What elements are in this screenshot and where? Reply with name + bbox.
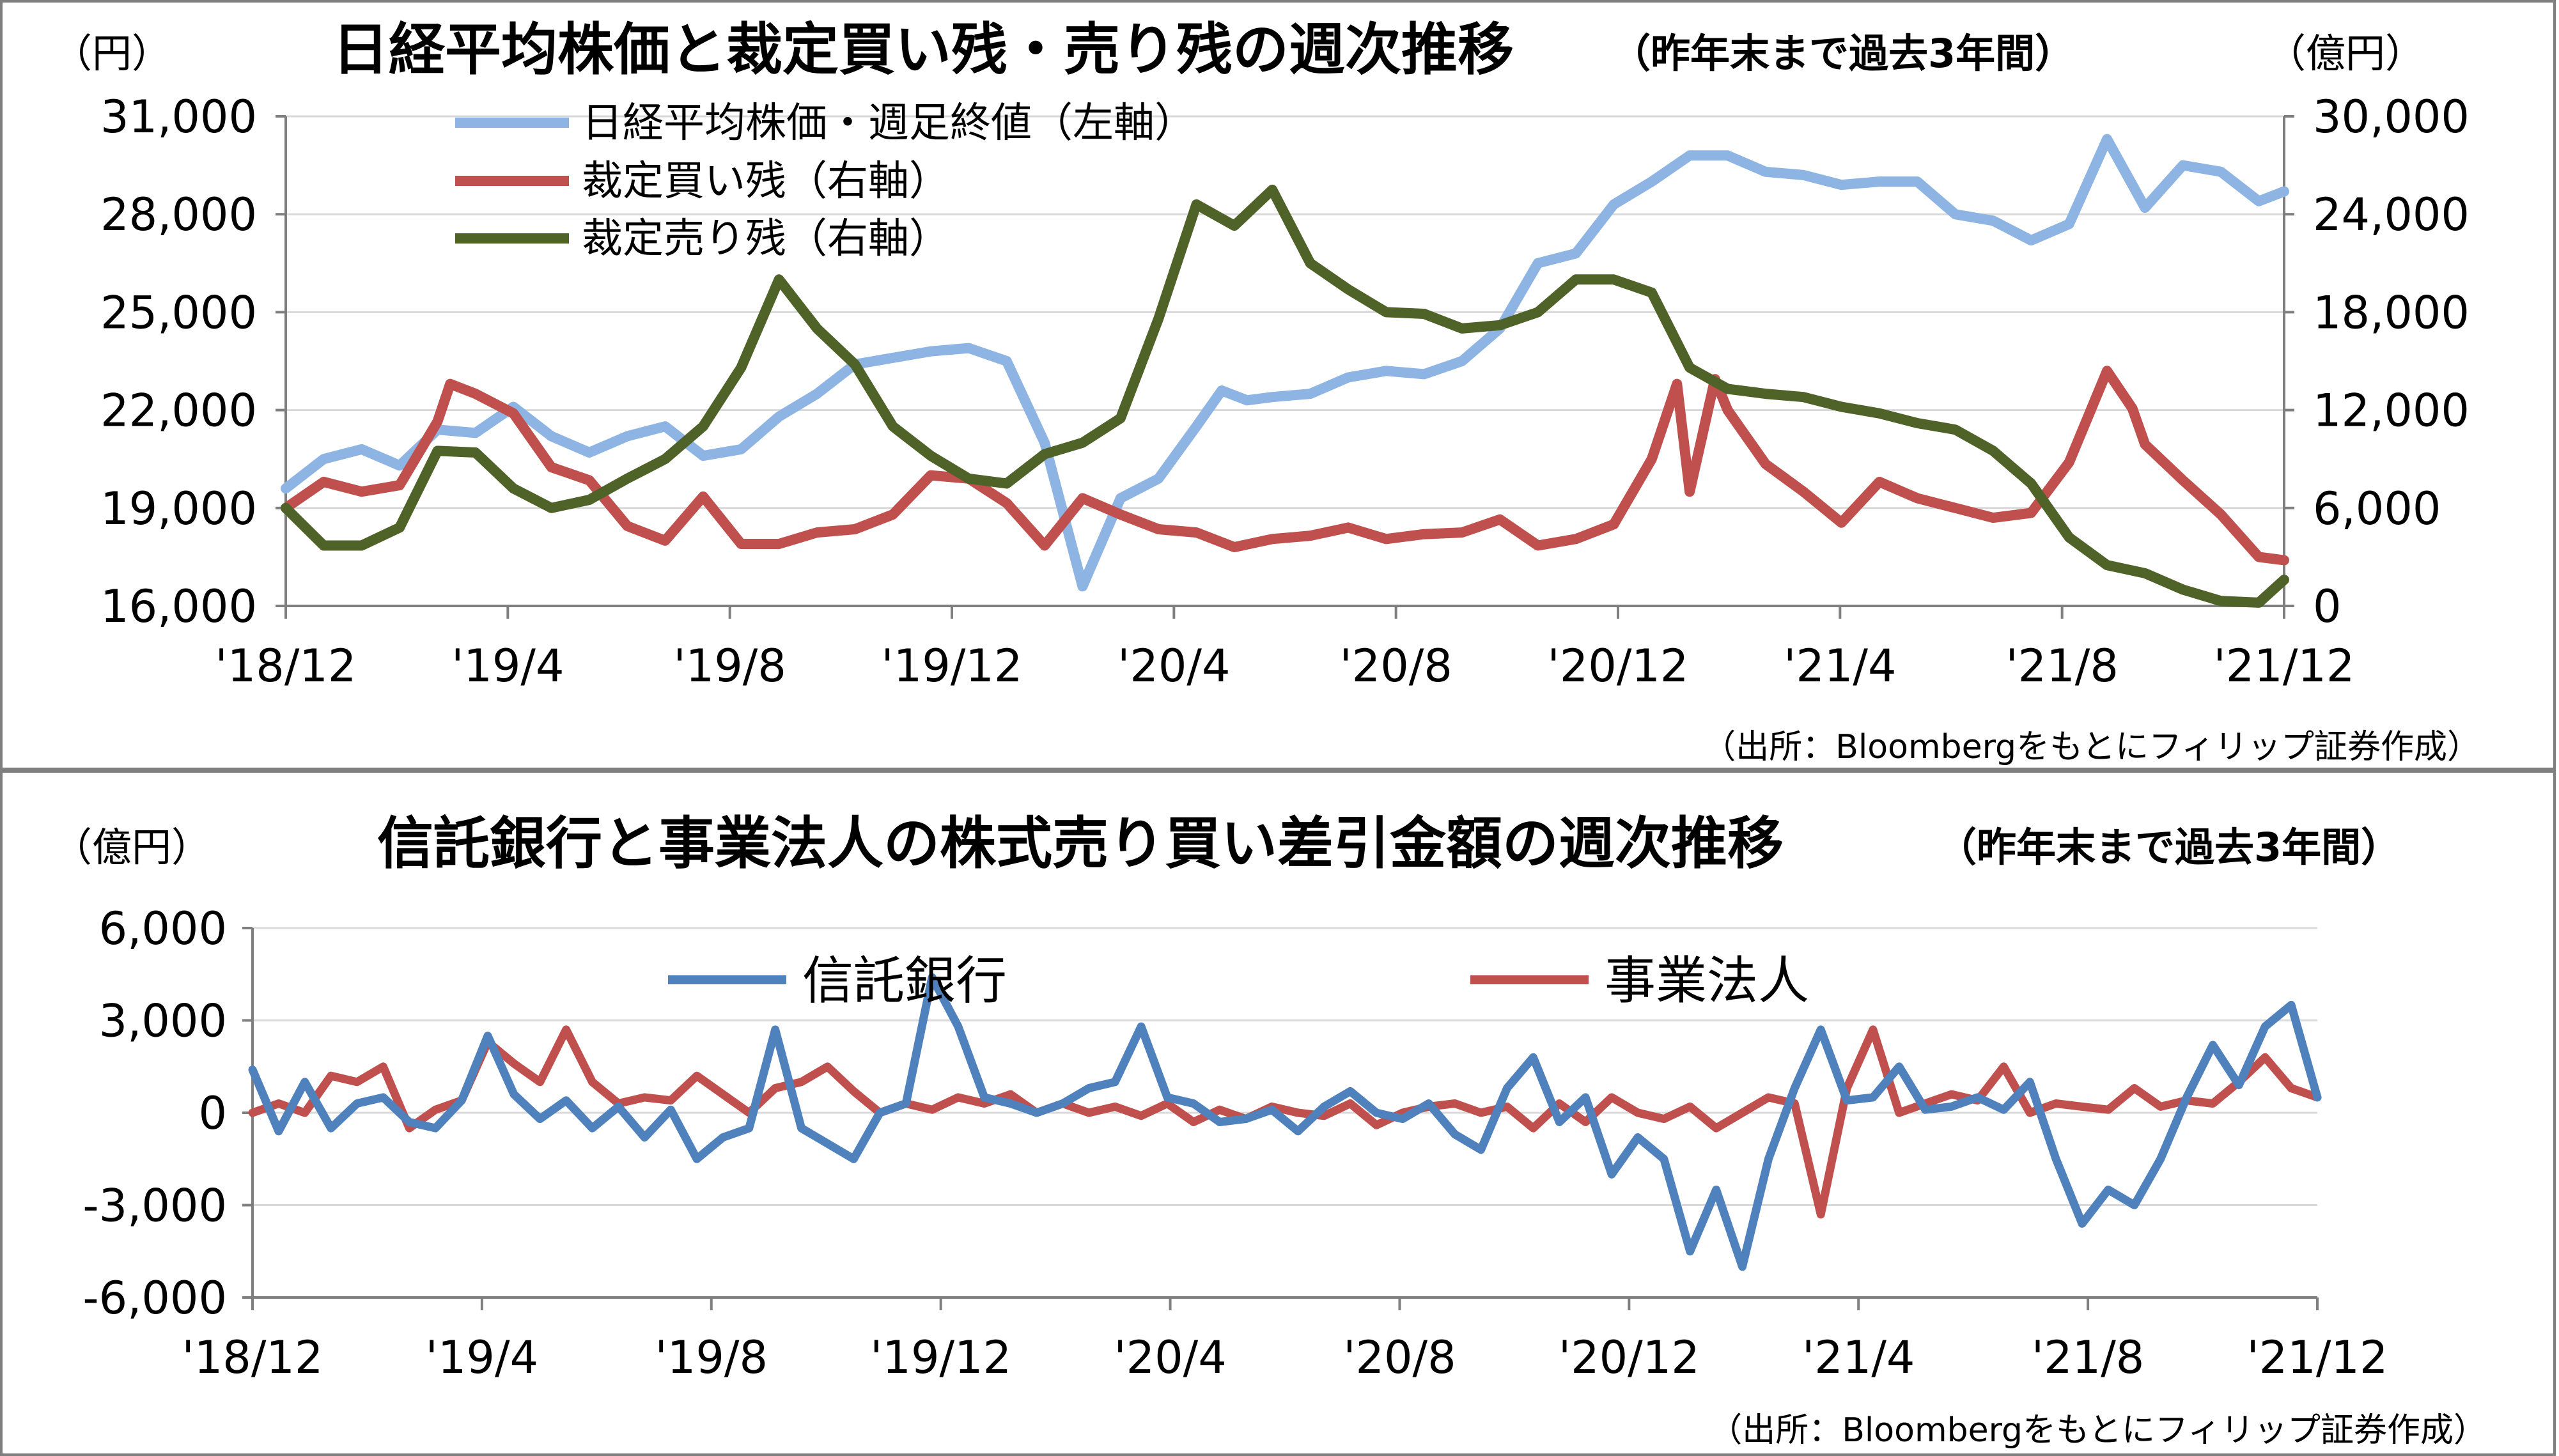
chart1-source: （出所：Bloombergをもとにフィリップ証券作成） [1702, 728, 2480, 766]
chart1-left-unit: （円） [52, 30, 171, 77]
chart1-x-tick-label: '20/12 [1548, 640, 1689, 692]
chart1-right-tick-label: 30,000 [2313, 91, 2470, 143]
chart2-x-tick-label: '20/12 [1559, 1331, 1700, 1384]
nikkei-arbitrage-chart: 日経平均株価と裁定買い残・売り残の週次推移 （昨年末まで過去3年間） （円） （… [52, 17, 2480, 766]
chart1-right-unit: （億円） [2266, 30, 2425, 77]
chart1-left-tick-label: 22,000 [100, 385, 257, 437]
chart2-y-tick-label: -6,000 [82, 1272, 227, 1324]
chart1-legend-label: 裁定買い残（右軸） [582, 158, 950, 205]
chart1-x-tick-label: '20/8 [1339, 640, 1452, 692]
chart1-tick-labels: 31,000 30,000 28,000 24,000 25,000 18,000 22,0… [100, 91, 2470, 692]
chart1-x-tick-label: '19/8 [673, 640, 786, 692]
chart1-subtitle: （昨年末まで過去3年間） [1611, 30, 2074, 77]
chart2-x-tick-label: '21/12 [2247, 1331, 2388, 1384]
chart2-legend: 信託銀行 事業法人 [668, 951, 1809, 1011]
chart1-x-tick-label: '20/4 [1117, 640, 1230, 692]
chart2-x-tick-label: '19/4 [426, 1331, 538, 1384]
chart1-x-tick-label: '18/12 [215, 640, 357, 692]
chart1-legend-label: 日経平均株価・週足終値（左軸） [582, 100, 1195, 147]
chart1-axes [276, 115, 2294, 619]
chart1-series [281, 134, 2289, 608]
chart2-title: 信託銀行と事業法人の株式売り買い差引金額の週次推移 [377, 810, 1784, 876]
chart2-x-tick-label: '18/12 [182, 1331, 323, 1384]
chart2-unit: （億円） [52, 824, 211, 871]
chart2-y-tick-label: 6,000 [99, 902, 227, 955]
chart2-x-tick-label: '20/8 [1343, 1331, 1456, 1384]
trust-bank-corporate-chart: 信託銀行と事業法人の株式売り買い差引金額の週次推移 （昨年末まで過去3年間） （… [52, 810, 2487, 1450]
chart1-right-tick-label: 18,000 [2313, 286, 2470, 339]
chart1-series-line-0 [281, 134, 2289, 592]
chart2-legend-label: 信託銀行 [802, 951, 1007, 1011]
chart1-right-tick-label: 0 [2313, 580, 2342, 633]
chart2-y-tick-label: 3,000 [99, 995, 227, 1048]
nikkei-arbitrage-chart-panel [0, 0, 2556, 770]
chart2-source: （出所：Bloombergをもとにフィリップ証券作成） [1709, 1411, 2487, 1450]
chart2-series-line-0 [248, 973, 2322, 1271]
chart1-right-tick-label: 6,000 [2313, 483, 2441, 535]
chart1-series-line-1 [281, 366, 2289, 566]
chart2-x-tick-label: '21/8 [2032, 1331, 2144, 1384]
chart1-left-tick-label: 28,000 [100, 189, 257, 241]
chart2-x-tick-label: '20/4 [1114, 1331, 1226, 1384]
chart1-left-tick-label: 16,000 [100, 580, 257, 633]
chart2-tick-labels: 6,000 3,000 0 -3,000 -6,000 '18/12 '19/4 '19/8 '… [82, 902, 2388, 1384]
chart1-x-tick-label: '21/4 [1784, 640, 1896, 692]
chart1-left-tick-label: 19,000 [100, 483, 257, 535]
chart2-series [248, 973, 2322, 1271]
chart2-x-tick-label: '19/12 [870, 1331, 1011, 1384]
chart2-legend-label: 事業法人 [1605, 951, 1809, 1011]
chart1-x-tick-label: '21/12 [2214, 640, 2355, 692]
chart1-x-tick-label: '19/4 [451, 640, 564, 692]
chart2-x-tick-label: '19/8 [655, 1331, 768, 1384]
chart1-x-tick-label: '21/8 [2005, 640, 2118, 692]
chart1-left-tick-label: 31,000 [100, 91, 257, 143]
chart2-y-tick-label: 0 [198, 1087, 227, 1140]
chart1-legend: 日経平均株価・週足終値（左軸） 裁定買い残（右軸） 裁定売り残（右軸） [455, 100, 1195, 263]
chart1-title: 日経平均株価と裁定買い残・売り残の週次推移 [332, 17, 1514, 82]
chart2-subtitle: （昨年末まで過去3年間） [1937, 824, 2400, 871]
chart2-y-tick-label: -3,000 [82, 1180, 227, 1232]
chart2-x-tick-label: '21/4 [1802, 1331, 1915, 1384]
chart1-x-tick-label: '19/12 [882, 640, 1023, 692]
chart1-right-tick-label: 12,000 [2313, 385, 2470, 437]
chart1-right-tick-label: 24,000 [2313, 189, 2470, 241]
chart1-left-tick-label: 25,000 [100, 286, 257, 339]
chart1-legend-label: 裁定売り残（右軸） [582, 215, 950, 263]
chart1-series-line-2 [281, 184, 2289, 608]
